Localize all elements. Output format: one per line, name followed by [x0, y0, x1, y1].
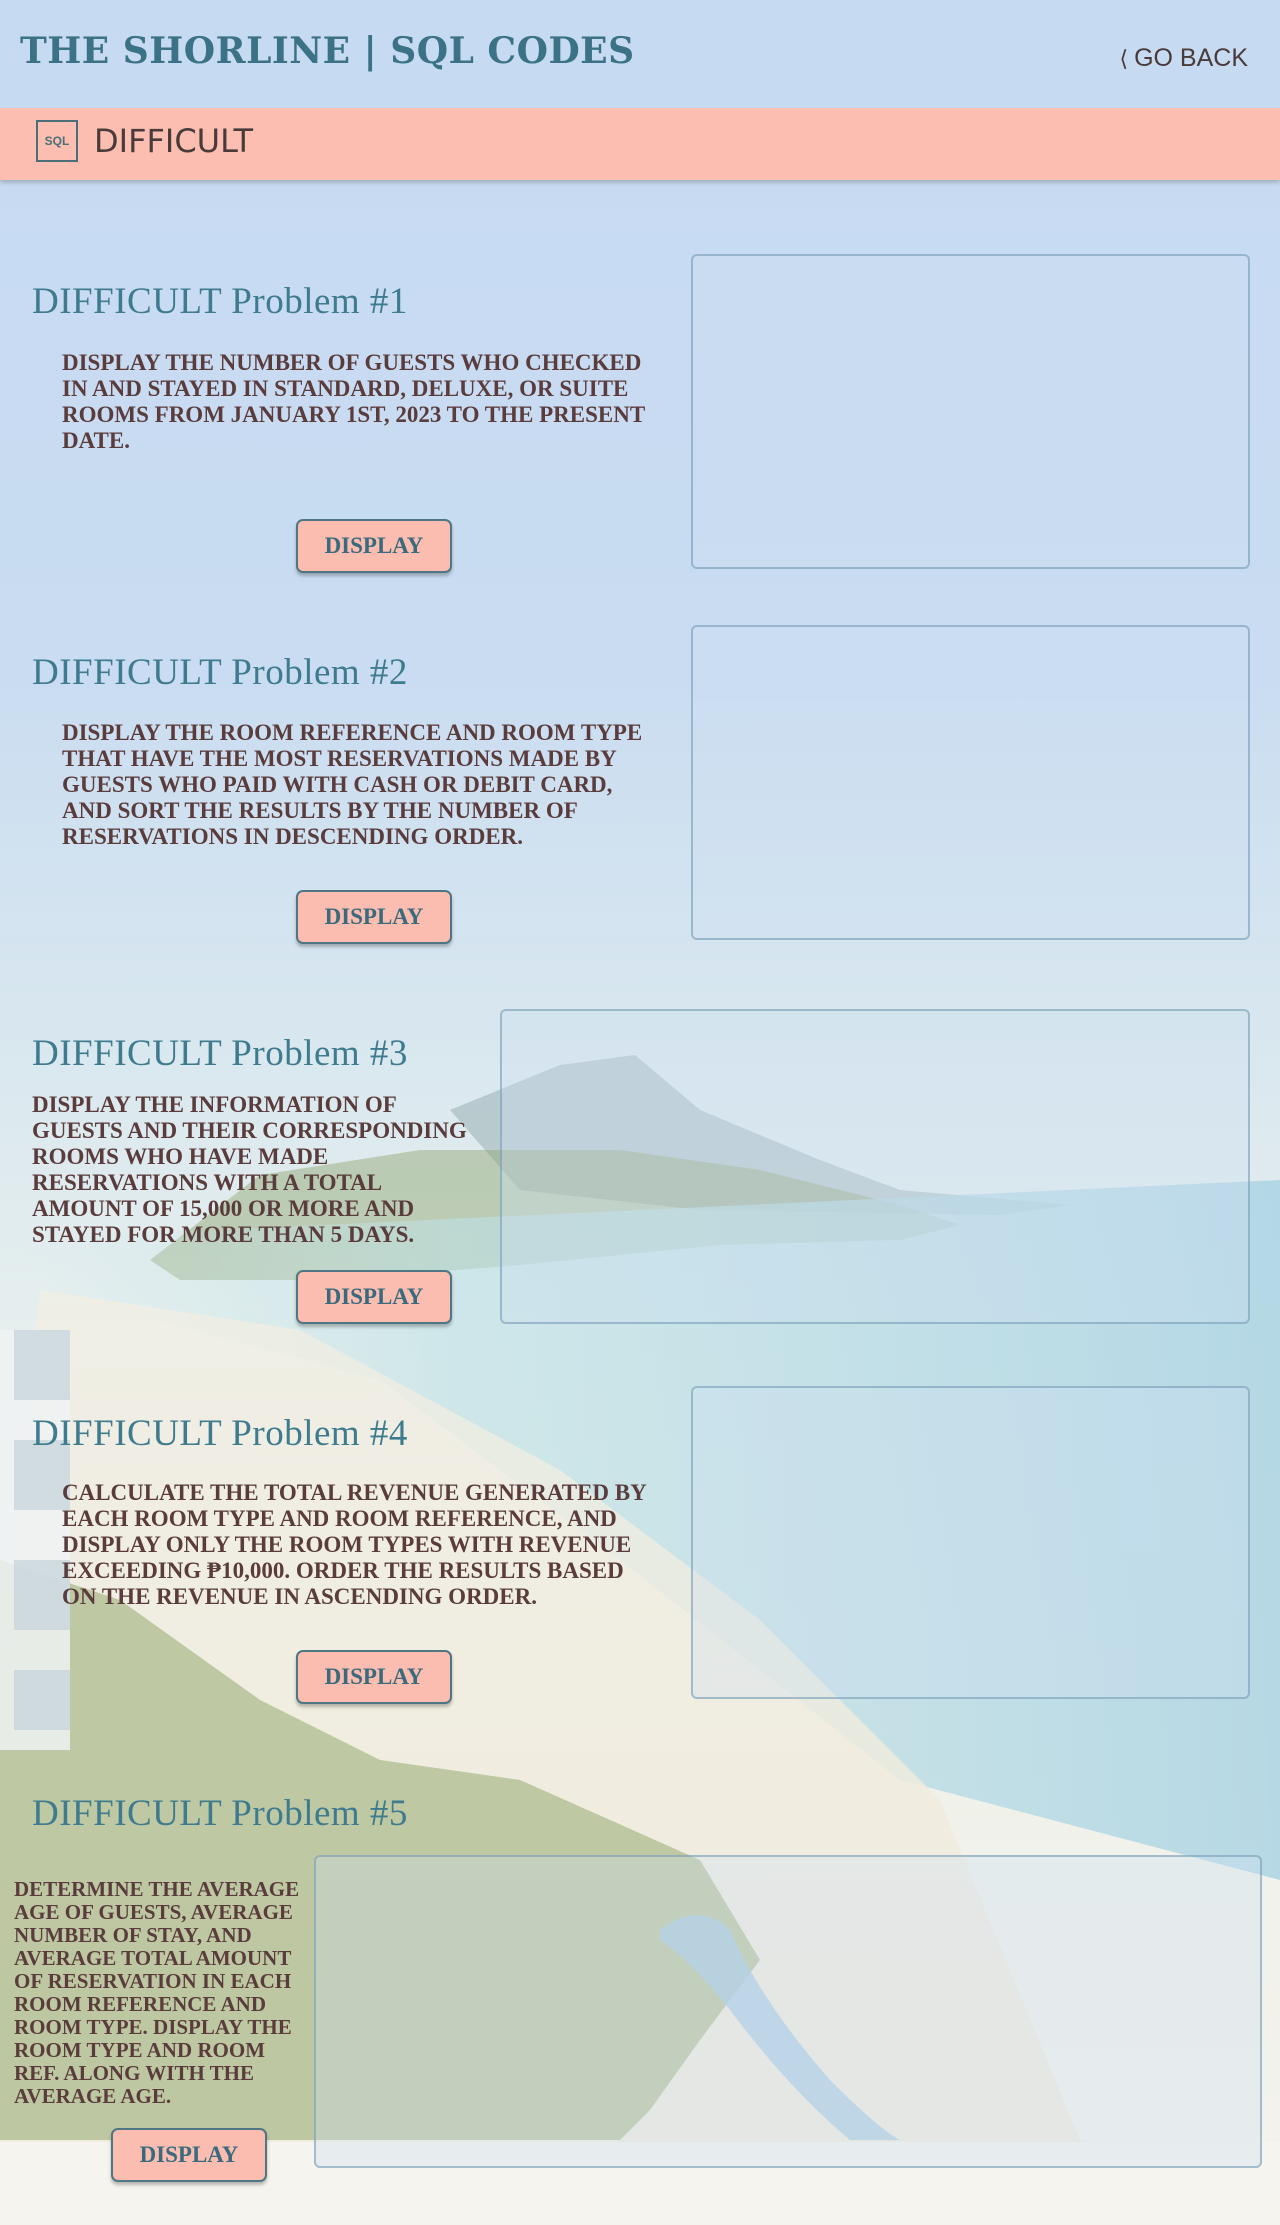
problem-1-result-box [691, 254, 1250, 569]
problem-1-title: DIFFICULT Problem #1 [32, 281, 408, 322]
problem-4-title: DIFFICULT Problem #4 [32, 1413, 408, 1454]
problem-5-description: Determine the average age of guests, ave… [14, 1877, 300, 2108]
go-back-link[interactable]: ⟨ GO BACK [1119, 44, 1248, 73]
site-title: THE SHORLINE | SQL CODES [20, 30, 635, 72]
problem-4-description: Calculate the total revenue generated by… [62, 1480, 646, 1609]
difficulty-title: DIFFICULT [94, 122, 254, 160]
problem-2-display-button[interactable]: DISPLAY [296, 890, 452, 944]
problem-2-result-box [691, 625, 1250, 940]
problem-3-title: DIFFICULT Problem #3 [32, 1033, 408, 1074]
go-back-label: GO BACK [1134, 44, 1248, 72]
top-header: THE SHORLINE | SQL CODES ⟨ GO BACK [0, 0, 1280, 108]
problem-3-description: Display the information of guests and th… [32, 1092, 467, 1247]
problem-2-description: Display the room reference and room type… [62, 720, 643, 849]
problem-4-result-box [691, 1386, 1250, 1699]
problem-1-description: Display the number of guests who checked… [62, 350, 645, 453]
problem-3-display-button[interactable]: DISPLAY [296, 1270, 452, 1324]
problem-2-title: DIFFICULT Problem #2 [32, 652, 408, 693]
problem-4-display-button[interactable]: DISPLAY [296, 1650, 452, 1704]
problem-5-display-button[interactable]: DISPLAY [111, 2128, 267, 2182]
difficulty-banner: SQL DIFFICULT [0, 108, 1280, 180]
sql-icon: SQL [36, 120, 78, 162]
chevron-left-icon: ⟨ [1119, 45, 1129, 71]
problem-3-result-box [500, 1009, 1250, 1324]
problem-1-display-button[interactable]: DISPLAY [296, 519, 452, 573]
problem-5-title: DIFFICULT Problem #5 [32, 1793, 408, 1834]
problem-5-result-box [314, 1855, 1262, 2168]
